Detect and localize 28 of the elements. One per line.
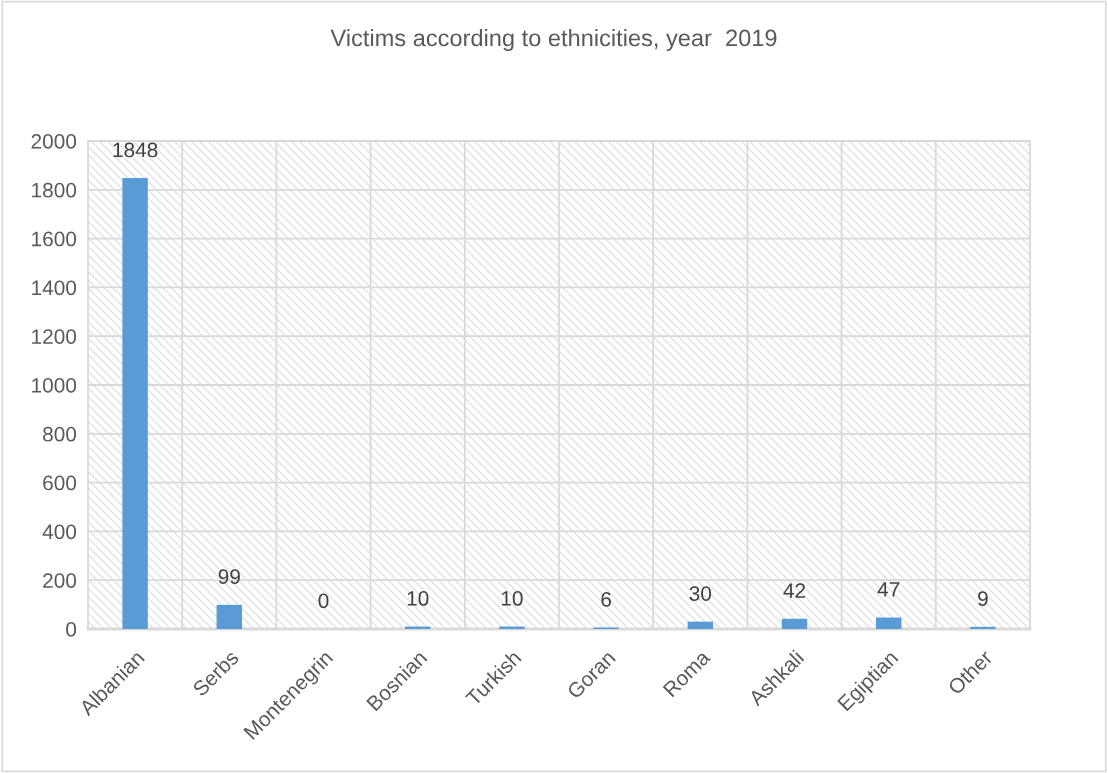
- y-tick-label: 1000: [32, 378, 77, 393]
- y-tick-label: 1600: [32, 231, 77, 247]
- data-label: 42: [783, 583, 806, 598]
- y-tick-label: 0: [66, 622, 77, 637]
- data-label: 0: [318, 593, 329, 609]
- bar: [687, 621, 714, 629]
- y-tick-label: 800: [43, 426, 77, 442]
- bar: [875, 617, 902, 629]
- data-label: 9: [978, 591, 988, 607]
- bar: [216, 604, 243, 629]
- chart-title: Victims according to ethnicities, year 2019: [330, 29, 777, 51]
- y-tick-label: 600: [43, 475, 77, 491]
- y-tick-label: 1800: [32, 182, 77, 198]
- data-label: 10: [501, 591, 523, 606]
- data-label: 47: [877, 582, 900, 597]
- data-label: 6: [601, 592, 611, 607]
- y-tick-label: 400: [42, 524, 77, 540]
- data-label: 99: [218, 569, 240, 585]
- y-tick-label: 1200: [32, 329, 77, 344]
- bar: [122, 178, 148, 629]
- data-label: 10: [407, 591, 429, 606]
- data-label: 1848: [113, 142, 158, 158]
- y-tick-label: 200: [43, 573, 77, 588]
- data-label: 30: [689, 586, 712, 601]
- bar: [781, 618, 808, 629]
- y-tick-label: 1400: [32, 280, 77, 296]
- y-tick-label: 2000: [31, 134, 77, 149]
- bar: [970, 626, 996, 629]
